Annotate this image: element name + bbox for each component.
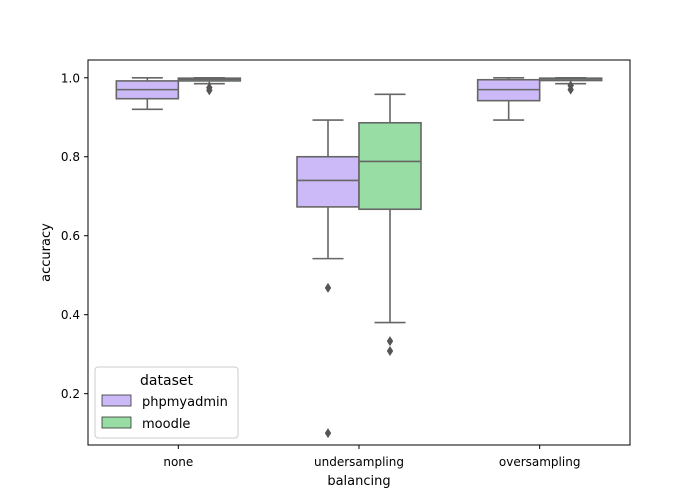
- y-axis: 0.2 0.4 0.6 0.8 1.0: [61, 71, 88, 401]
- box-phpmyadmin-undersampling: [296, 119, 360, 439]
- box-iqr: [358, 121, 422, 211]
- y-axis-label: accuracy: [39, 223, 54, 282]
- box-plots: [115, 76, 603, 439]
- box-moodle-undersampling: [358, 93, 422, 357]
- outlier-point: [324, 282, 332, 293]
- y-tick-label: 0.6: [61, 229, 80, 243]
- box-moodle-none: [177, 76, 242, 96]
- outlier-point: [206, 85, 213, 96]
- outlier-point: [324, 428, 332, 439]
- box-phpmyadmin-oversampling: [476, 76, 541, 121]
- y-tick-label: 0.4: [61, 308, 80, 322]
- legend: dataset phpmyadmin moodle: [94, 366, 239, 439]
- x-tick-label: none: [163, 455, 193, 469]
- box-phpmyadmin-none: [115, 76, 180, 111]
- y-tick-label: 0.2: [61, 387, 80, 401]
- legend-label-moodle: moodle: [142, 417, 190, 432]
- legend-swatch-phpmyadmin: [101, 394, 132, 407]
- box-moodle-oversampling: [538, 76, 603, 95]
- box-iqr: [296, 155, 360, 208]
- x-tick-label: undersampling: [314, 455, 404, 469]
- legend-label-phpmyadmin: phpmyadmin: [142, 395, 228, 410]
- outlier-point: [386, 336, 394, 347]
- y-tick-label: 1.0: [61, 71, 80, 85]
- plot-frame: [87, 59, 631, 446]
- x-axis: none undersampling oversampling: [163, 445, 580, 469]
- x-axis-label: balancing: [327, 474, 390, 489]
- x-tick-label: oversampling: [499, 455, 581, 469]
- outlier-point: [386, 346, 394, 357]
- legend-title: dataset: [140, 373, 193, 389]
- y-tick-label: 0.8: [61, 150, 80, 164]
- legend-swatch-moodle: [101, 416, 132, 429]
- outlier-point: [567, 84, 574, 95]
